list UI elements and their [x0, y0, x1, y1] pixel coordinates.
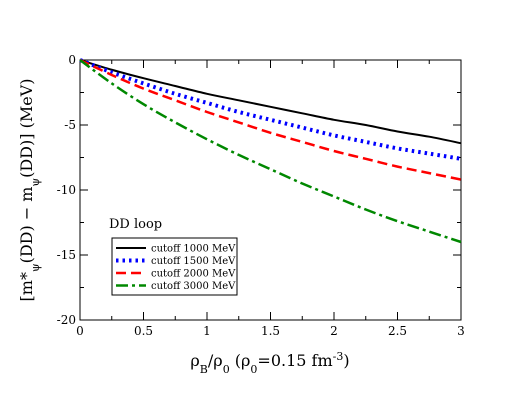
y-tick-label: -20 — [57, 313, 76, 327]
series-line-3 — [79, 58, 462, 181]
x-tick-label: 2 — [330, 324, 338, 338]
x-tick-label: 0.5 — [134, 324, 153, 338]
series-line-1 — [79, 59, 462, 145]
series-line-4 — [79, 58, 462, 244]
legend-label-3: cutoff 2000 MeV — [151, 269, 236, 280]
chart-annotation: DD loop — [109, 217, 162, 232]
y-tick-label: -10 — [57, 183, 76, 197]
x-tick-label: 3 — [457, 324, 465, 338]
x-tick-label: 1 — [203, 324, 211, 338]
x-tick-label: 1.5 — [261, 324, 280, 338]
y-tick-label: -15 — [57, 248, 76, 262]
x-axis-label: ρB/ρ0 (ρ0=0.15 fm-3) — [190, 350, 349, 376]
x-tick-label: 2.5 — [388, 324, 407, 338]
legend-label-4: cutoff 3000 MeV — [151, 281, 236, 292]
x-tick-label: 0 — [76, 324, 84, 338]
plot-area: 0 0.5 1 1.5 2 2.5 3 -20 -15 -10 -5 0 — [57, 53, 465, 338]
legend-label-1: cutoff 1000 MeV — [151, 244, 236, 255]
y-axis-label: [m*ψ(DD) − mψ(DD)] (MeV) — [17, 79, 42, 302]
y-tick-label: -5 — [64, 118, 76, 132]
y-tick-label: 0 — [68, 53, 76, 67]
series-line-2 — [79, 58, 462, 161]
legend-label-2: cutoff 1500 MeV — [151, 256, 236, 267]
